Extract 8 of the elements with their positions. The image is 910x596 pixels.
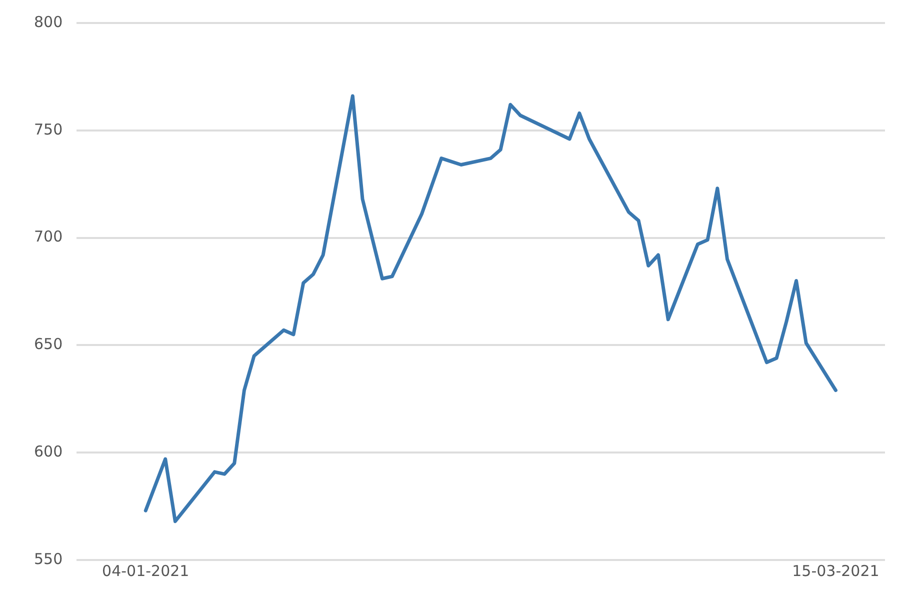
y-tick-label: 800 [34,12,63,31]
y-tick-label: 750 [34,120,63,138]
y-tick-label: 550 [34,550,63,568]
y-tick-label: 650 [34,335,63,354]
y-tick-label: 600 [34,442,63,460]
x-tick-label: 04-01-2021 [102,562,190,580]
x-tick-label: 15-03-2021 [792,562,880,580]
y-tick-label: 700 [34,228,63,246]
